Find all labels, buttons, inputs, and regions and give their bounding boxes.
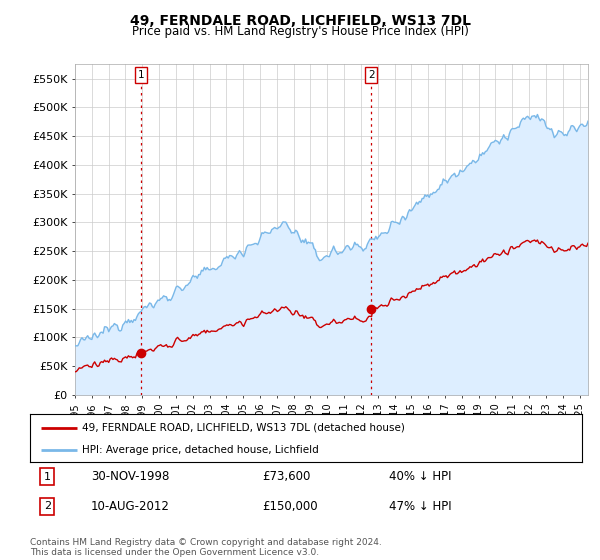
Text: 49, FERNDALE ROAD, LICHFIELD, WS13 7DL (detached house): 49, FERNDALE ROAD, LICHFIELD, WS13 7DL (…: [82, 423, 406, 433]
Text: 49, FERNDALE ROAD, LICHFIELD, WS13 7DL: 49, FERNDALE ROAD, LICHFIELD, WS13 7DL: [130, 14, 470, 28]
Text: 47% ↓ HPI: 47% ↓ HPI: [389, 500, 451, 513]
Text: 2: 2: [368, 70, 374, 80]
Text: 30-NOV-1998: 30-NOV-1998: [91, 470, 169, 483]
Text: Price paid vs. HM Land Registry's House Price Index (HPI): Price paid vs. HM Land Registry's House …: [131, 25, 469, 38]
Text: Contains HM Land Registry data © Crown copyright and database right 2024.
This d: Contains HM Land Registry data © Crown c…: [30, 538, 382, 557]
Text: 40% ↓ HPI: 40% ↓ HPI: [389, 470, 451, 483]
Text: £150,000: £150,000: [262, 500, 317, 513]
Text: £73,600: £73,600: [262, 470, 310, 483]
Text: 2: 2: [44, 501, 51, 511]
Text: HPI: Average price, detached house, Lichfield: HPI: Average price, detached house, Lich…: [82, 445, 319, 455]
Text: 1: 1: [44, 472, 51, 482]
Text: 10-AUG-2012: 10-AUG-2012: [91, 500, 170, 513]
Text: 1: 1: [137, 70, 144, 80]
